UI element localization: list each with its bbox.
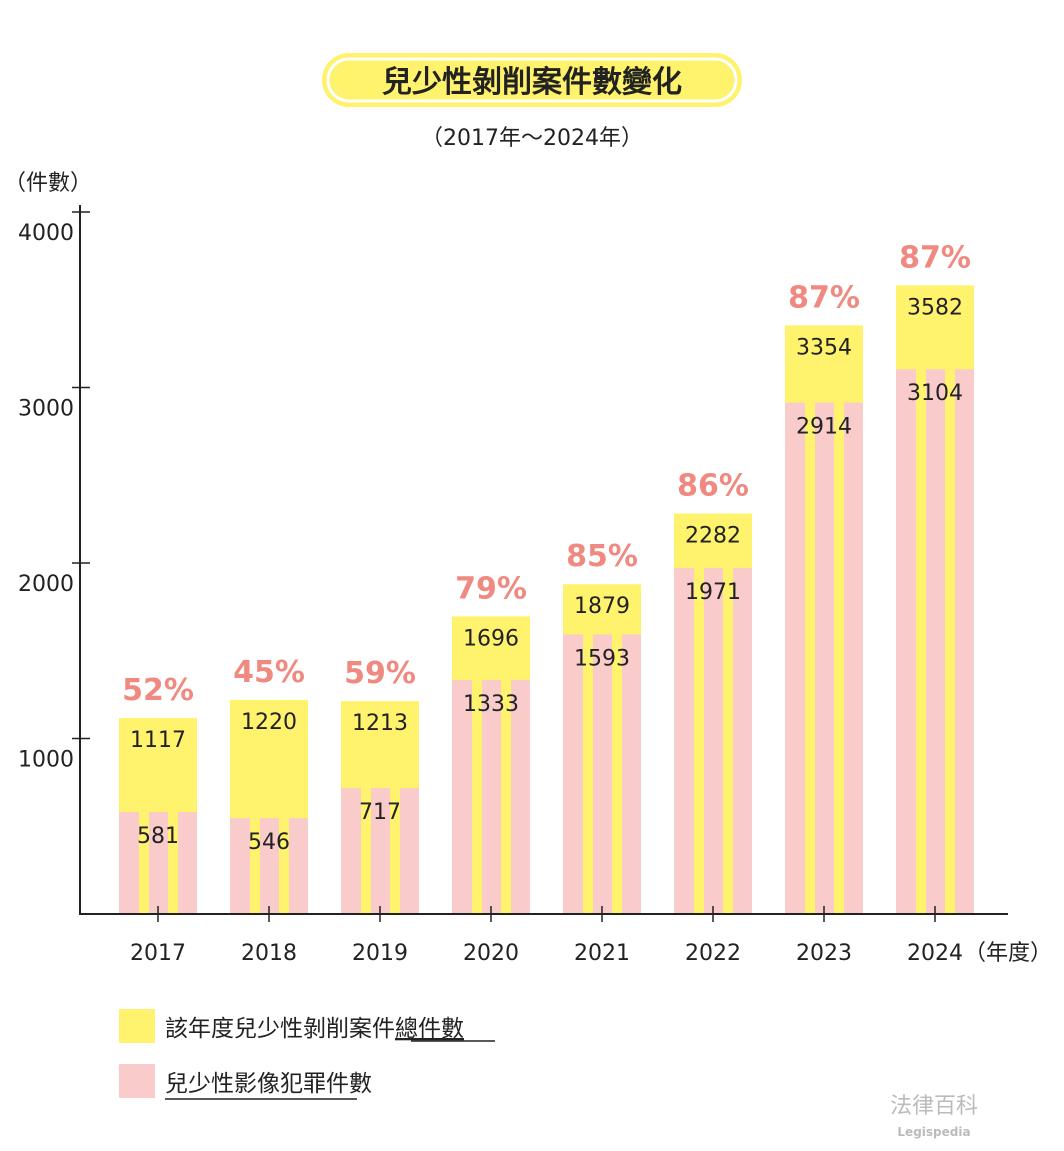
watermark-logo: 法律百科: [890, 1094, 978, 1119]
percent-label: 87%: [899, 240, 971, 275]
bar-stripe: [723, 568, 733, 914]
x-tick-label: 2019: [352, 941, 408, 966]
percent-label: 79%: [455, 571, 527, 606]
data-label-image-crime: 1971: [685, 580, 741, 605]
bar-stripe: [168, 812, 178, 914]
bar-stripe: [805, 402, 815, 914]
bar-image-crime-2018: [230, 818, 308, 914]
chart-subtitle: （2017年～2024年）: [421, 126, 643, 151]
bar-stripe: [694, 568, 704, 914]
title-badge: [322, 53, 742, 107]
percent-label: 59%: [344, 656, 416, 691]
x-tick-label: 2020: [463, 941, 519, 966]
percent-label: 52%: [122, 673, 194, 708]
data-label-image-crime: 3104: [907, 381, 963, 406]
bar-image-crime-2021: [563, 634, 641, 914]
data-label-total: 1879: [574, 594, 630, 619]
x-tick-label: 2024: [907, 941, 963, 966]
x-axis-unit-label: （年度）: [964, 941, 1052, 966]
bar-image-crime-2023: [785, 402, 863, 914]
bar-stripe: [250, 818, 260, 914]
y-axis-label: （件數）: [4, 171, 92, 196]
x-tick-label: 2018: [241, 941, 297, 966]
bar-stripe: [501, 680, 511, 914]
bar-image-crime-2024: [896, 369, 974, 914]
bar-stripe: [279, 818, 289, 914]
percent-label: 86%: [677, 469, 749, 504]
legend-label-total: 該年度兒少性剝削案件總件數: [165, 1016, 464, 1042]
legend-swatch-image-crime: [119, 1064, 155, 1098]
y-tick-label: 2000: [18, 572, 74, 597]
bar-stripe: [390, 788, 400, 914]
bar-image-crime-2022: [674, 568, 752, 914]
data-label-total: 1117: [130, 728, 186, 753]
data-label-total: 3354: [796, 335, 852, 360]
data-label-image-crime: 1333: [463, 692, 519, 717]
watermark-subtitle: Legispedia: [897, 1125, 970, 1139]
y-tick-label: 4000: [18, 221, 74, 246]
bar-stripe: [945, 369, 955, 914]
chart-title: 兒少性剝削案件數變化: [382, 65, 682, 100]
bar-image-crime-2020: [452, 680, 530, 914]
data-label-image-crime: 581: [137, 824, 179, 849]
x-tick-label: 2022: [685, 941, 741, 966]
data-label-total: 1220: [241, 710, 297, 735]
bar-stripe: [916, 369, 926, 914]
y-tick-label: 3000: [18, 397, 74, 422]
title-badge-inner-border: [326, 57, 738, 103]
data-label-total: 2282: [685, 524, 741, 549]
x-tick-label: 2021: [574, 941, 630, 966]
bar-image-crime-2019: [341, 788, 419, 914]
percent-label: 87%: [788, 280, 860, 315]
data-label-image-crime: 2914: [796, 415, 852, 440]
data-label-total: 1696: [463, 626, 519, 651]
data-label-total: 1213: [352, 711, 408, 736]
x-tick-label: 2017: [130, 941, 186, 966]
data-label-image-crime: 1593: [574, 646, 630, 671]
percent-label: 85%: [566, 539, 638, 574]
bar-stripe: [612, 634, 622, 914]
bar-stripe: [472, 680, 482, 914]
bar-image-crime-2017: [119, 812, 197, 914]
bar-stripe: [583, 634, 593, 914]
legend-label-image-crime: 兒少性影像犯罪件數: [165, 1071, 372, 1097]
bar-stripe: [361, 788, 371, 914]
legend-swatch-total: [119, 1009, 155, 1043]
data-label-total: 3582: [907, 295, 963, 320]
data-label-image-crime: 546: [248, 830, 290, 855]
x-tick-label: 2023: [796, 941, 852, 966]
percent-label: 45%: [233, 655, 305, 690]
bar-stripe: [139, 812, 149, 914]
bar-stripe: [834, 402, 844, 914]
y-tick-label: 1000: [18, 748, 74, 773]
data-label-image-crime: 717: [359, 800, 401, 825]
